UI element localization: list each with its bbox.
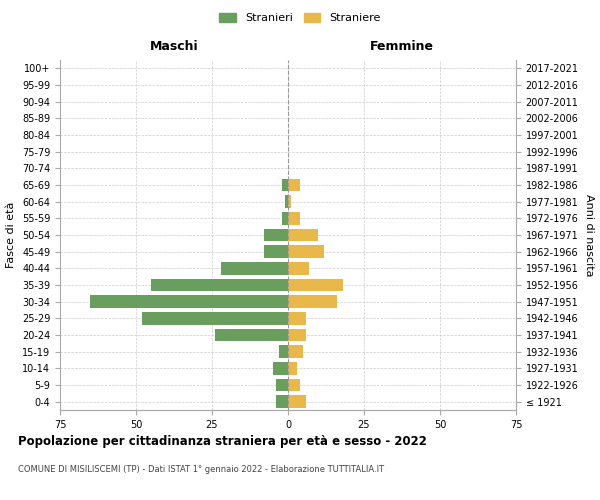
Bar [288,379,300,391]
Bar [288,279,343,291]
Bar [279,346,288,358]
Bar [151,279,288,291]
Bar [276,379,288,391]
Bar [288,229,319,241]
Bar [282,179,288,191]
Bar [221,262,288,274]
Bar [288,262,309,274]
Bar [288,212,300,224]
Bar [288,296,337,308]
Bar [288,246,325,258]
Bar [288,312,306,324]
Text: Femmine: Femmine [370,40,434,54]
Bar [273,362,288,374]
Bar [285,196,288,208]
Bar [263,229,288,241]
Bar [142,312,288,324]
Bar [288,196,291,208]
Bar [288,346,303,358]
Bar [288,179,300,191]
Bar [288,362,297,374]
Y-axis label: Anni di nascita: Anni di nascita [584,194,594,276]
Bar [263,246,288,258]
Bar [276,396,288,408]
Bar [91,296,288,308]
Legend: Stranieri, Straniere: Stranieri, Straniere [215,8,385,28]
Text: COMUNE DI MISILISCEMI (TP) - Dati ISTAT 1° gennaio 2022 - Elaborazione TUTTITALI: COMUNE DI MISILISCEMI (TP) - Dati ISTAT … [18,465,384,474]
Text: Popolazione per cittadinanza straniera per età e sesso - 2022: Popolazione per cittadinanza straniera p… [18,435,427,448]
Text: Maschi: Maschi [149,40,199,54]
Bar [288,396,306,408]
Bar [282,212,288,224]
Bar [215,329,288,341]
Y-axis label: Fasce di età: Fasce di età [7,202,16,268]
Bar [288,329,306,341]
